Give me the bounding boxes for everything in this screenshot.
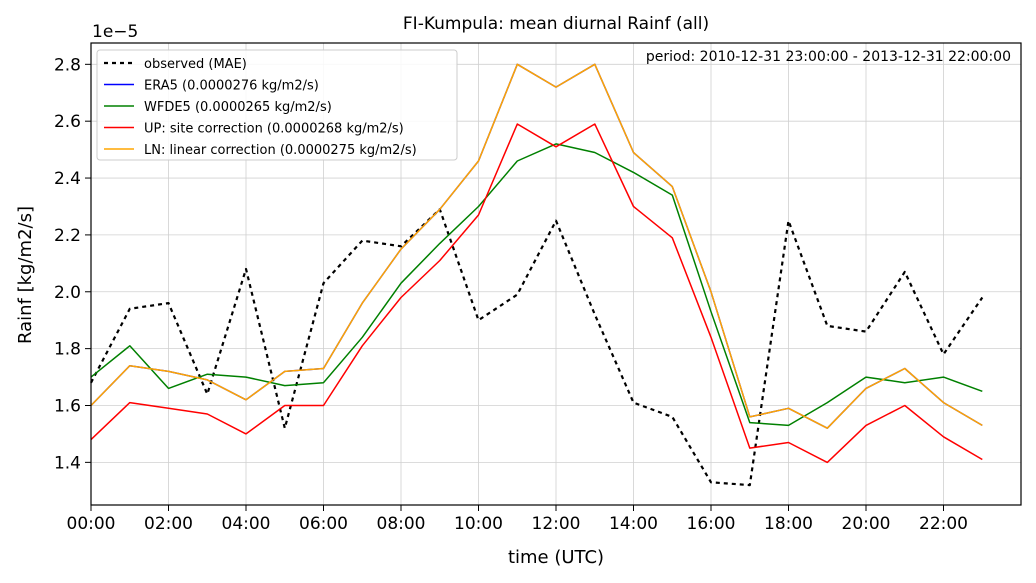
x-tick-label: 22:00 <box>919 514 968 534</box>
x-tick-label: 14:00 <box>609 514 658 534</box>
legend: observed (MAE) ERA5 (0.0000276 kg/m2/s) WF… <box>96 49 458 161</box>
x-axis: 00:00 02:00 04:00 06:00 08:00 10:00 12:00 14:00… <box>67 505 968 534</box>
y-offset-label: 1e−5 <box>92 22 138 42</box>
y-tick-label: 1.6 <box>54 396 81 416</box>
x-tick-label: 16:00 <box>687 514 736 534</box>
x-tick-label: 10:00 <box>454 514 503 534</box>
grid-lines <box>90 43 1021 505</box>
y-tick-label: 2.6 <box>54 112 81 132</box>
y-tick-label: 2.4 <box>54 169 81 189</box>
chart-title: FI-Kumpula: mean diurnal Rainf (all) <box>403 14 709 34</box>
x-tick-label: 08:00 <box>377 514 426 534</box>
y-tick-label: 2.8 <box>54 55 81 75</box>
x-tick-label: 20:00 <box>842 514 891 534</box>
series-line-2 <box>90 143 983 427</box>
y-axis-label: Rainf [kg/m2/s] <box>15 206 36 344</box>
series-line-4 <box>90 63 983 429</box>
y-tick-label: 1.4 <box>54 453 81 473</box>
x-tick-label: 04:00 <box>222 514 271 534</box>
x-tick-label: 06:00 <box>299 514 348 534</box>
x-tick-label: 00:00 <box>67 514 116 534</box>
legend-entry: observed (MAE) <box>144 57 247 72</box>
y-tick-label: 2.2 <box>54 226 81 246</box>
y-tick-label: 2.0 <box>54 283 81 303</box>
x-tick-label: 12:00 <box>532 514 581 534</box>
y-axis: 1.4 1.6 1.8 2.0 2.2 2.4 2.6 2.8 <box>54 55 91 473</box>
legend-entry: ERA5 (0.0000276 kg/m2/s) <box>144 79 319 94</box>
series-line-0 <box>90 208 984 487</box>
legend-entry: WFDE5 (0.0000265 kg/m2/s) <box>144 100 332 115</box>
period-annotation: period: 2010-12-31 23:00:00 - 2013-12-31… <box>646 49 1011 65</box>
series-line-3 <box>90 123 983 464</box>
legend-entry: UP: site correction (0.0000268 kg/m2/s) <box>144 122 404 137</box>
legend-entry: LN: linear correction (0.0000275 kg/m2/s… <box>144 143 417 158</box>
legend-box <box>96 49 458 161</box>
x-axis-label: time (UTC) <box>508 547 604 568</box>
x-tick-label: 18:00 <box>764 514 813 534</box>
x-tick-label: 02:00 <box>144 514 193 534</box>
series-lines <box>90 63 984 487</box>
y-tick-label: 1.8 <box>54 340 81 360</box>
